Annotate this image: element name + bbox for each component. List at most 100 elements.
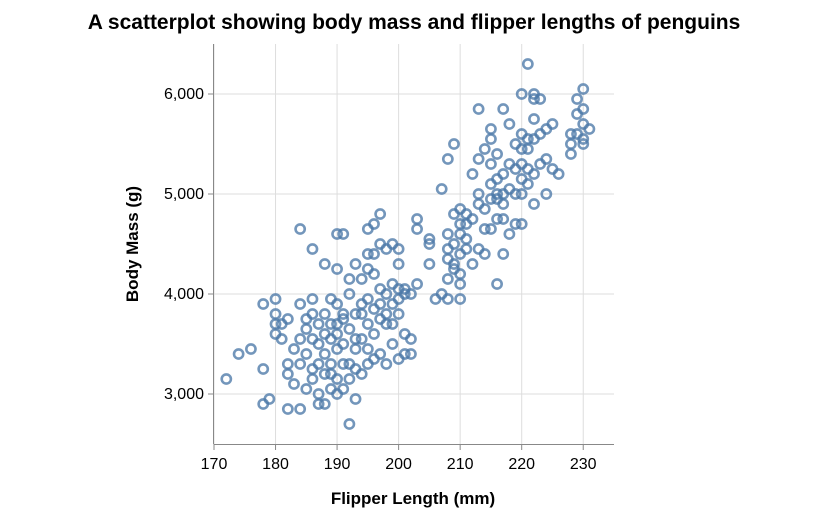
x-tick-label: 200 xyxy=(385,456,412,473)
data-point xyxy=(361,343,374,355)
data-point xyxy=(540,153,553,165)
data-point xyxy=(441,153,454,165)
data-point xyxy=(349,343,362,355)
data-point xyxy=(411,213,423,225)
data-point xyxy=(281,368,294,380)
data-point xyxy=(349,393,362,405)
data-point xyxy=(386,318,399,330)
data-point xyxy=(478,223,491,235)
data-point xyxy=(349,258,362,270)
data-point xyxy=(343,273,356,285)
data-point xyxy=(263,393,276,405)
data-point xyxy=(361,248,374,260)
data-point xyxy=(220,373,233,385)
data-point xyxy=(318,258,331,270)
data-point xyxy=(521,178,534,190)
data-point xyxy=(312,398,325,410)
data-point xyxy=(368,328,380,340)
data-point xyxy=(565,148,577,160)
data-point xyxy=(546,118,559,130)
data-point xyxy=(466,213,479,225)
data-point xyxy=(380,288,393,300)
data-point xyxy=(571,128,583,140)
data-point xyxy=(343,288,356,300)
x-axis-title: Flipper Length (mm) xyxy=(331,489,495,508)
data-point xyxy=(294,403,307,415)
data-point xyxy=(331,263,343,275)
data-point xyxy=(331,228,343,240)
data-point xyxy=(571,93,583,105)
data-point xyxy=(405,288,417,300)
data-point xyxy=(281,313,294,325)
data-point xyxy=(491,148,503,160)
data-point xyxy=(509,188,522,200)
data-point xyxy=(405,333,417,345)
data-point xyxy=(337,313,350,325)
data-point xyxy=(300,383,313,395)
data-point xyxy=(318,368,331,380)
data-point xyxy=(337,228,350,240)
data-point xyxy=(275,333,288,345)
data-point xyxy=(312,338,325,350)
data-point xyxy=(454,293,467,305)
data-point xyxy=(472,188,485,200)
data-point xyxy=(515,188,528,200)
data-point xyxy=(528,93,540,105)
data-point xyxy=(294,298,307,310)
data-point xyxy=(503,118,516,130)
data-point xyxy=(485,123,497,135)
data-point xyxy=(318,348,331,360)
data-point xyxy=(380,358,393,370)
data-point xyxy=(349,308,362,320)
data-point xyxy=(398,288,411,300)
data-point xyxy=(411,223,423,235)
data-point xyxy=(441,293,454,305)
y-tick-label: 6,000 xyxy=(164,86,204,103)
data-point xyxy=(337,338,350,350)
x-tick-label: 180 xyxy=(262,456,289,473)
data-point xyxy=(288,343,300,355)
data-point xyxy=(552,168,565,180)
grid xyxy=(213,44,614,444)
data-point xyxy=(331,373,343,385)
data-point xyxy=(257,298,270,310)
data-point xyxy=(355,273,368,285)
x-tick-label: 170 xyxy=(201,456,228,473)
data-point xyxy=(528,198,540,210)
data-point xyxy=(380,308,393,320)
data-point xyxy=(423,238,436,250)
data-point xyxy=(386,338,399,350)
data-point xyxy=(281,403,294,415)
data-point xyxy=(441,243,454,255)
data-point xyxy=(540,188,553,200)
data-point xyxy=(281,358,294,370)
data-point xyxy=(565,138,577,150)
data-point xyxy=(337,383,350,395)
data-point xyxy=(392,258,405,270)
data-point xyxy=(423,233,436,245)
data-point xyxy=(392,308,405,320)
data-point xyxy=(312,358,325,370)
data-point xyxy=(355,333,368,345)
data-point xyxy=(503,228,516,240)
data-point xyxy=(257,363,270,375)
data-point xyxy=(460,243,473,255)
axes: 170 180 190 200 210 220 230 3,000 4,000 5,000 6,00… xyxy=(164,44,614,473)
data-point xyxy=(361,318,374,330)
data-point xyxy=(368,248,380,260)
data-point xyxy=(515,88,528,100)
data-point xyxy=(361,293,374,305)
data-point xyxy=(306,373,319,385)
data-point xyxy=(300,348,313,360)
data-point xyxy=(509,218,522,230)
data-point xyxy=(306,308,319,320)
data-point xyxy=(528,168,540,180)
data-point xyxy=(485,223,497,235)
data-point xyxy=(441,228,454,240)
data-point xyxy=(368,268,380,280)
data-point xyxy=(343,373,356,385)
data-point xyxy=(466,258,479,270)
data-point xyxy=(491,278,503,290)
data-point xyxy=(521,58,534,70)
data-point xyxy=(349,333,362,345)
